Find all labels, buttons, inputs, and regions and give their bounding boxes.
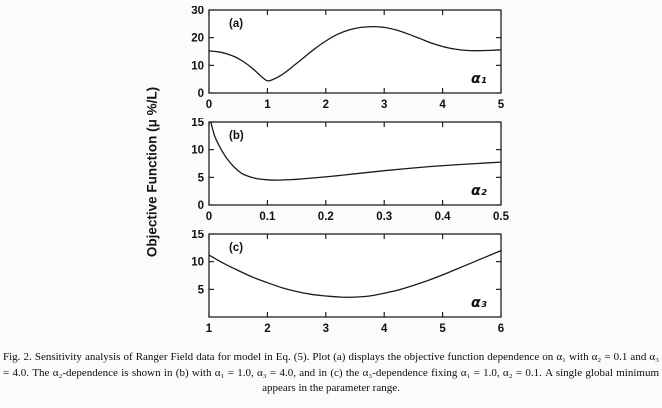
panel-c-chart: 1 2 3 4 5 6 5 10 15 (c) α₃ — [191, 230, 504, 335]
x-tick-label: 5 — [439, 323, 446, 335]
curve-line — [210, 121, 502, 181]
plot-box — [208, 233, 502, 318]
y-tick-label: 30 — [191, 6, 204, 17]
x-tick-label: 0.2 — [318, 211, 334, 223]
panel-a-chart: 0 1 2 3 4 5 0 10 20 30 (a) α₁ — [191, 6, 505, 111]
curve-line — [208, 249, 502, 298]
y-tick-label: 10 — [191, 257, 204, 269]
plot-box — [208, 9, 502, 94]
panel-letter: (a) — [229, 18, 243, 30]
y-tick-label: 20 — [191, 33, 204, 45]
x-tick-label: 2 — [264, 323, 270, 335]
x-tick-label: 2 — [323, 99, 329, 111]
y-tick-label: 15 — [191, 118, 204, 129]
x-tick-label: 3 — [381, 99, 387, 111]
x-tick-label: 0.1 — [259, 211, 276, 223]
panel-letter: (c) — [229, 242, 243, 254]
y-tick-label: 5 — [198, 284, 205, 296]
x-tick-label: 4 — [439, 99, 446, 111]
x-tick-label: 5 — [498, 99, 505, 111]
chart-panels: 0 1 2 3 4 5 0 10 20 30 (a) α₁ 0 0.1 0.2 0.3 0.4 0.5 0 5 10 1… — [164, 6, 509, 338]
x-tick-label: 4 — [381, 323, 388, 335]
panel-letter: (b) — [229, 130, 244, 142]
y-tick-label: 5 — [198, 172, 205, 184]
x-tick-label: 6 — [498, 323, 504, 335]
y-tick-label: 10 — [191, 145, 204, 157]
series-label: α₂ — [471, 183, 488, 199]
x-tick-label: 0.4 — [435, 211, 452, 223]
plot-box — [208, 121, 502, 206]
x-tick-label: 1 — [206, 323, 213, 335]
panel-b-chart: 0 0.1 0.2 0.3 0.4 0.5 0 5 10 15 (b) α₂ — [191, 118, 509, 223]
y-axis-label-column: Objective Function (μ %/L) — [140, 6, 164, 338]
series-label: α₁ — [471, 71, 487, 87]
y-tick-label: 15 — [191, 230, 204, 241]
sensitivity-figure: Objective Function (μ %/L) 0 1 2 3 4 5 0 10 20 30… — [140, 6, 510, 338]
y-axis-label: Objective Function (μ %/L) — [144, 86, 160, 258]
x-tick-label: 1 — [264, 99, 271, 111]
y-tick-label: 0 — [198, 200, 204, 212]
x-tick-label: 0 — [206, 99, 212, 111]
x-tick-label: 3 — [323, 323, 329, 335]
x-tick-label: 0.3 — [376, 211, 392, 223]
y-tick-label: 10 — [191, 60, 204, 72]
x-tick-label: 0 — [206, 211, 212, 223]
series-label: α₃ — [471, 295, 487, 311]
y-tick-label: 0 — [198, 88, 204, 100]
curve-line — [208, 25, 502, 82]
figure-caption: Fig. 2. Sensitivity analysis of Ranger F… — [3, 351, 659, 395]
x-tick-label: 0.5 — [493, 211, 509, 223]
